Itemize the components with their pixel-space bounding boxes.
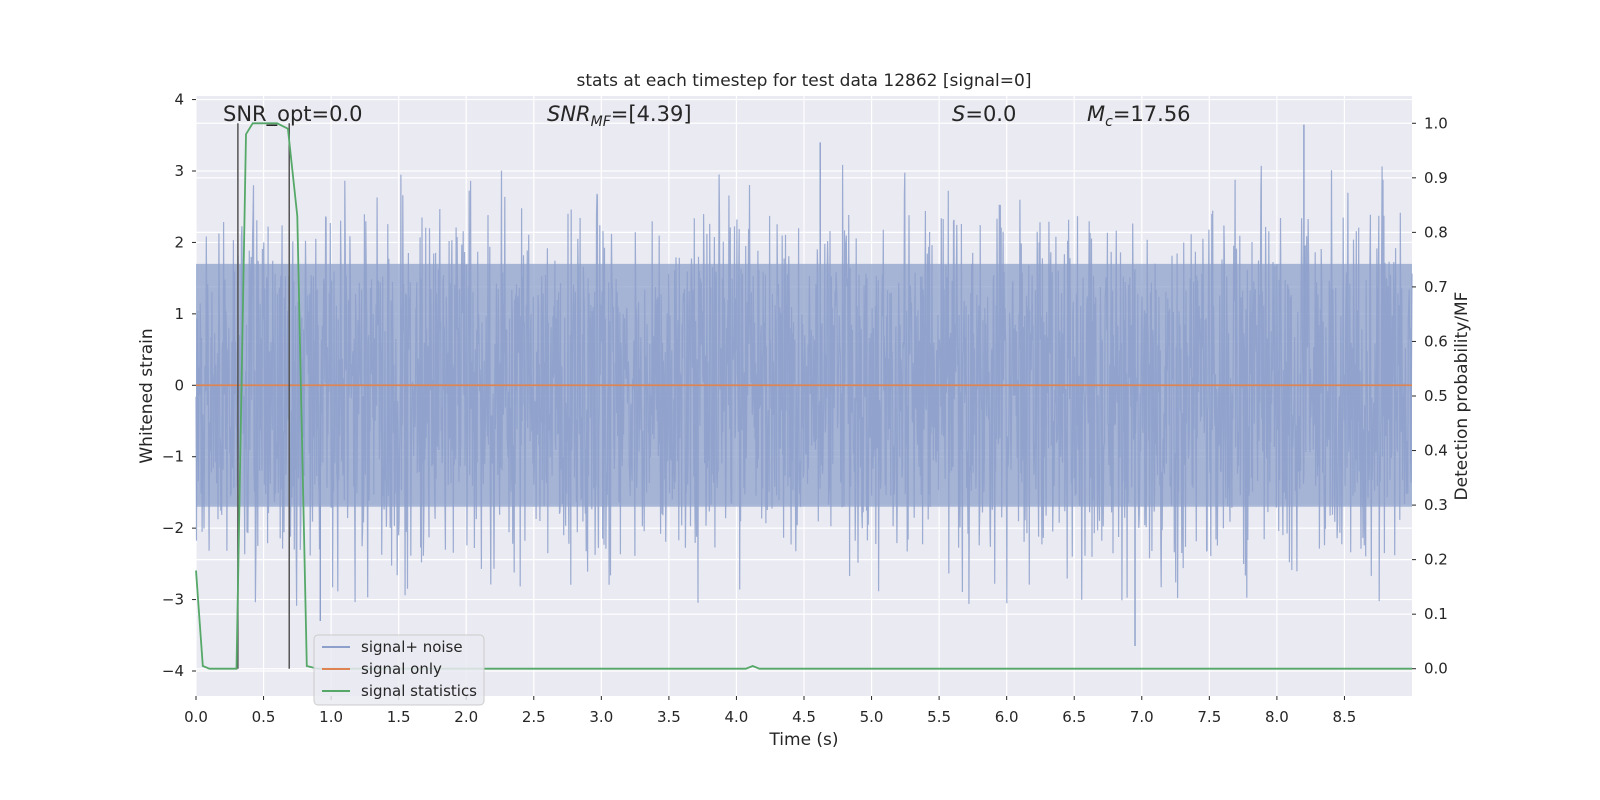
y-right-tick-label: 0.5 <box>1424 387 1448 405</box>
y-right-tick-label: 0.8 <box>1424 223 1448 241</box>
legend-box <box>313 634 485 706</box>
annotation-mc-sub: c <box>1105 114 1113 130</box>
x-tick-label: 4.5 <box>792 708 816 726</box>
x-tick-label: 4.0 <box>725 708 749 726</box>
y-tick-label: 4 <box>174 91 184 109</box>
x-tick-label: 5.0 <box>860 708 884 726</box>
x-axis-label: Time (s) <box>768 730 838 750</box>
y-tick-label: 2 <box>174 233 184 251</box>
legend-label-signal-only: signal only <box>361 660 442 678</box>
y-right-tick-label: 0.7 <box>1424 278 1448 296</box>
annotation-snr-mf-sub: MF <box>591 114 612 130</box>
y-tick-label: −4 <box>162 662 184 680</box>
annotation-mc-label: M <box>1087 102 1105 126</box>
y-right-tick-label: 0.9 <box>1424 169 1448 187</box>
y-right-tick-label: 1.0 <box>1424 114 1448 132</box>
annotation-snr-mf-value: =[4.39] <box>611 102 692 126</box>
y-right-tick-label: 0.4 <box>1424 442 1448 460</box>
x-tick-label: 7.0 <box>1130 708 1154 726</box>
legend-label-signal-noise: signal+ noise <box>361 638 463 656</box>
y-right-tick-label: 0.3 <box>1424 496 1448 514</box>
annotation-s-value: =0.0 <box>965 102 1016 126</box>
x-tick-label: 3.0 <box>589 708 613 726</box>
y-tick-label: −1 <box>162 448 184 466</box>
x-tick-label: 5.5 <box>927 708 951 726</box>
y-tick-label: −3 <box>162 591 184 609</box>
legend-label-signal-statistics: signal statistics <box>361 682 477 700</box>
annotation-snr-mf: SNRMF=[4.39] <box>547 102 692 130</box>
x-tick-label: 6.5 <box>1062 708 1086 726</box>
annotation-snr-opt: SNR_opt=0.0 <box>223 102 363 127</box>
annotation-s: S=0.0 <box>952 102 1016 126</box>
x-tick-label: 1.5 <box>387 708 411 726</box>
y-right-tick-label: 0.6 <box>1424 332 1448 350</box>
axis-ticks: 0.0 0.5 1.0 1.5 2.0 2.5 3.0 3.5 4.0 4.5 5.0 5.5 6.0 6… <box>162 91 1448 726</box>
y-tick-label: 0 <box>174 376 184 394</box>
annotation-s-label: S <box>952 102 965 126</box>
y-right-tick-label: 0.1 <box>1424 605 1448 623</box>
y-tick-label: −2 <box>162 519 184 537</box>
x-tick-label: 1.0 <box>319 708 343 726</box>
x-tick-label: 3.5 <box>657 708 681 726</box>
annotation-mc-value: =17.56 <box>1113 102 1191 126</box>
x-tick-label: 7.5 <box>1197 708 1221 726</box>
y-axis-right-label: Detection probability/MF <box>1452 292 1472 501</box>
x-tick-label: 0.0 <box>184 708 208 726</box>
y-axis-label: Whitened strain <box>137 328 157 463</box>
y-right-tick-label: 0.2 <box>1424 551 1448 569</box>
chart-title: stats at each timestep for test data 128… <box>577 71 1032 91</box>
y-tick-label: 3 <box>174 162 184 180</box>
x-tick-label: 8.5 <box>1333 708 1357 726</box>
x-tick-label: 8.0 <box>1265 708 1289 726</box>
x-tick-label: 2.0 <box>454 708 478 726</box>
y-tick-label: 1 <box>174 305 184 323</box>
legend: signal+ noise signal only signal statist… <box>313 634 485 706</box>
annotation-snr-mf-label: SNR <box>547 102 591 126</box>
x-tick-label: 2.5 <box>522 708 546 726</box>
y-right-tick-label: 0.0 <box>1424 660 1448 678</box>
annotation-mc: Mc=17.56 <box>1087 102 1191 130</box>
x-tick-label: 6.0 <box>995 708 1019 726</box>
x-tick-label: 0.5 <box>252 708 276 726</box>
